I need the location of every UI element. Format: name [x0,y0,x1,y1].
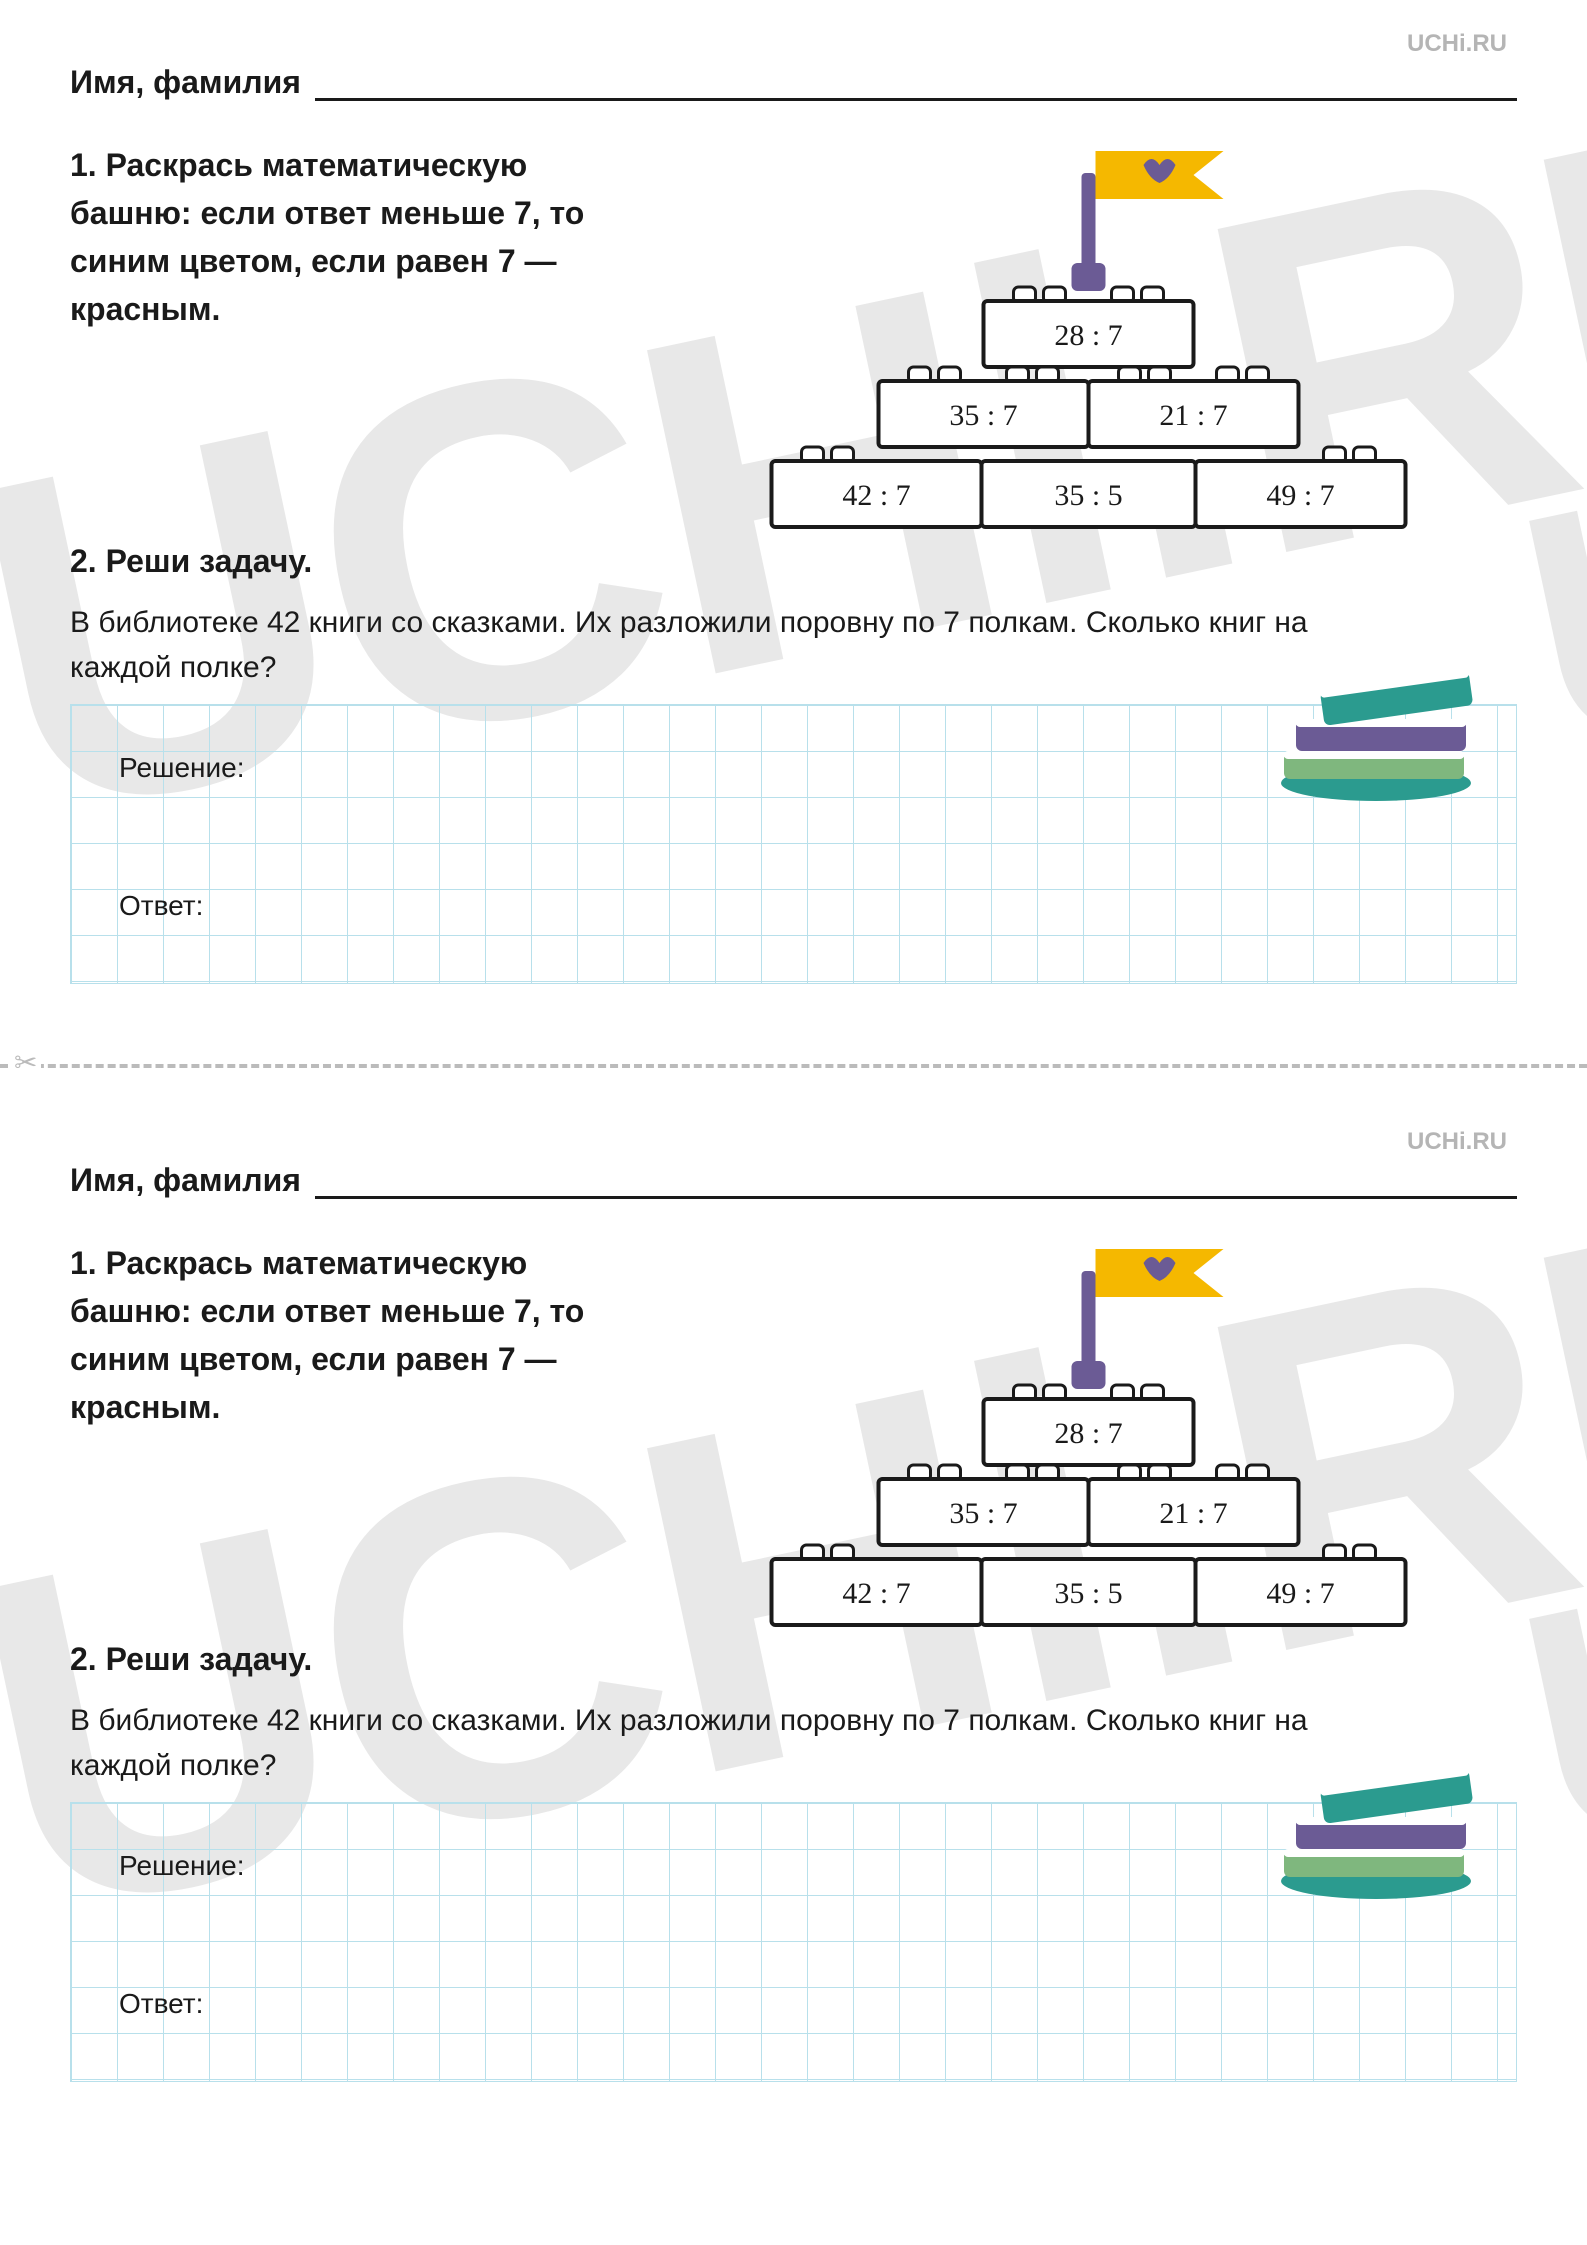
answer-grid[interactable]: Решение: Ответ: [70,704,1517,984]
solution-label: Решение: [119,752,245,784]
question-2-heading: 2. Реши задачу. [70,543,1517,580]
answer-label: Ответ: [119,890,203,922]
brick-r2-c1: 35 : 7 [949,399,1017,432]
logo: UCHi.RU [70,30,1517,64]
brick-r1-c1: 28 : 7 [1054,319,1122,352]
brick-r3-c1: 42 : 7 [842,479,910,512]
q1-text: Раскрась математическую башню: если отве… [70,1245,584,1425]
svg-text:35 : 7: 35 : 7 [949,1497,1017,1530]
svg-text:42 : 7: 42 : 7 [842,1577,910,1610]
math-tower: 28 : 7 35 : 7 21 : 7 [670,141,1517,531]
cut-line [0,1064,1587,1068]
name-field-row: Имя, фамилия [70,1162,1517,1199]
solution-label: Решение: [119,1850,245,1882]
svg-text:28 : 7: 28 : 7 [1054,1417,1122,1450]
worksheet-bottom: UCHi.RU U UCHi.RU Имя, фамилия 1. Раскра… [0,1098,1587,2132]
q1-number: 1. [70,1245,97,1281]
name-input-line[interactable] [315,75,1517,101]
name-label: Имя, фамилия [70,64,301,101]
worksheet-top: UCHi.RU U UCHi.RU Имя, фамилия 1. Раскра… [0,0,1587,1034]
scissors-icon: ✂ [10,1046,41,1079]
name-input-line[interactable] [315,1173,1517,1199]
q1-number: 1. [70,147,97,183]
books-icon [1266,1753,1476,1903]
logo: UCHi.RU [70,1128,1517,1162]
q1-text: Раскрась математическую башню: если отве… [70,147,584,327]
brick-r3-c3: 49 : 7 [1266,479,1334,512]
question-2-heading: 2. Реши задачу. [70,1641,1517,1678]
name-field-row: Имя, фамилия [70,64,1517,101]
q2-number: 2. [70,543,97,579]
svg-text:21 : 7: 21 : 7 [1159,1497,1227,1530]
brick-r3-c2: 35 : 5 [1054,479,1122,512]
name-label: Имя, фамилия [70,1162,301,1199]
q2-title: Реши задачу. [106,543,313,579]
books-icon [1266,655,1476,805]
brick-r2-c2: 21 : 7 [1159,399,1227,432]
question-1: 1. Раскрась математическую башню: если о… [70,141,640,531]
math-tower: 28 : 7 35 : 7 21 : 7 [670,1239,1517,1629]
q2-title: Реши задачу. [106,1641,313,1677]
q2-number: 2. [70,1641,97,1677]
svg-text:35 : 5: 35 : 5 [1054,1577,1122,1610]
question-1: 1. Раскрась математическую башню: если о… [70,1239,640,1629]
answer-label: Ответ: [119,1988,203,2020]
answer-grid[interactable]: Решение: Ответ: [70,1802,1517,2082]
svg-text:49 : 7: 49 : 7 [1266,1577,1334,1610]
